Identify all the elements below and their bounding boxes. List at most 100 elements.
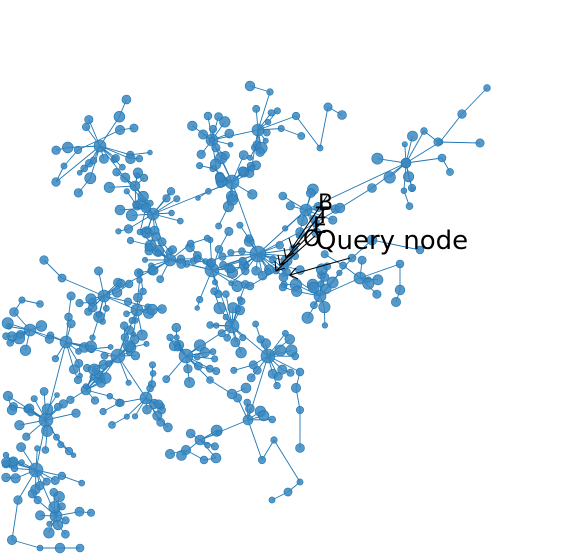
graph-node bbox=[193, 255, 202, 263]
graph-node bbox=[120, 333, 130, 342]
graph-node bbox=[123, 413, 130, 420]
graph-node bbox=[105, 360, 112, 367]
graph-node bbox=[243, 263, 250, 270]
graph-node bbox=[132, 167, 143, 178]
graph-node bbox=[213, 322, 220, 329]
graph-node bbox=[264, 268, 272, 276]
graph-node bbox=[103, 181, 115, 193]
graph-node bbox=[111, 154, 120, 163]
graph-node bbox=[196, 149, 206, 159]
graph-node bbox=[205, 188, 212, 195]
graph-node bbox=[400, 187, 408, 194]
graph-edge bbox=[55, 145, 101, 183]
graph-node bbox=[291, 285, 303, 297]
graph-node bbox=[283, 487, 293, 497]
graph-node bbox=[9, 307, 19, 317]
graph-node bbox=[248, 164, 256, 172]
graph-node bbox=[295, 367, 305, 377]
graph-node bbox=[137, 190, 149, 203]
graph-node bbox=[35, 510, 46, 521]
graph-node bbox=[247, 154, 253, 161]
graph-node bbox=[301, 311, 314, 324]
graph-node bbox=[163, 253, 177, 267]
graph-node bbox=[196, 296, 204, 304]
graph-node bbox=[136, 329, 148, 341]
graph-node bbox=[87, 508, 96, 517]
graph-node bbox=[407, 130, 418, 142]
graph-node bbox=[1, 457, 11, 468]
graph-node bbox=[307, 281, 320, 294]
graph-node bbox=[157, 304, 167, 314]
graph-node bbox=[407, 183, 417, 193]
graph-node bbox=[260, 348, 276, 364]
graph-node bbox=[224, 128, 235, 139]
graph-node bbox=[85, 340, 97, 353]
arrow-o bbox=[275, 235, 316, 272]
graph-node bbox=[400, 157, 412, 169]
graph-node bbox=[19, 344, 32, 356]
graph-node bbox=[275, 241, 284, 250]
graph-node bbox=[129, 180, 141, 192]
graph-node bbox=[99, 153, 109, 164]
graph-node bbox=[128, 316, 136, 324]
graph-node bbox=[74, 506, 85, 517]
graph-node bbox=[194, 361, 203, 371]
graph-node bbox=[162, 375, 171, 384]
graph-node bbox=[90, 396, 100, 405]
graph-node bbox=[84, 115, 94, 125]
graph-node bbox=[273, 381, 281, 390]
graph-node bbox=[183, 364, 193, 374]
graph-node bbox=[166, 187, 176, 196]
graph-node bbox=[139, 391, 153, 405]
label-e: E bbox=[313, 214, 327, 239]
graph-node bbox=[220, 150, 230, 160]
graph-node bbox=[222, 290, 230, 298]
graph-node bbox=[277, 364, 288, 375]
graph-node bbox=[144, 227, 151, 234]
graph-node bbox=[85, 293, 97, 305]
graph-node bbox=[244, 80, 256, 92]
graph-node bbox=[148, 265, 159, 276]
arrow-query bbox=[289, 257, 351, 276]
graph-node bbox=[277, 125, 285, 133]
graph-node bbox=[206, 376, 214, 384]
graph-node bbox=[433, 137, 443, 147]
graph-node bbox=[334, 202, 346, 214]
graph-node bbox=[112, 168, 121, 177]
graph-edge bbox=[295, 115, 321, 149]
graph-node bbox=[252, 105, 261, 113]
graph-node bbox=[290, 382, 301, 393]
graph-edge bbox=[405, 130, 425, 164]
graph-node bbox=[199, 347, 211, 358]
graph-edge bbox=[437, 141, 481, 144]
graph-node bbox=[236, 221, 244, 229]
graph-node bbox=[71, 408, 81, 418]
graph-edge bbox=[257, 91, 271, 131]
graph-node bbox=[57, 273, 67, 283]
graph-node bbox=[278, 283, 288, 292]
graph-node bbox=[120, 172, 131, 183]
graph-node bbox=[130, 303, 144, 317]
graph-node bbox=[215, 429, 222, 437]
graph-node bbox=[286, 368, 295, 377]
label-t: T bbox=[315, 204, 330, 229]
graph-node bbox=[295, 443, 305, 453]
graph-node bbox=[97, 289, 111, 303]
graph-node bbox=[57, 502, 66, 511]
graph-node bbox=[123, 224, 134, 234]
graph-node bbox=[147, 149, 153, 156]
graph-node bbox=[88, 363, 101, 376]
graph-node bbox=[262, 128, 271, 137]
graph-node bbox=[218, 252, 227, 261]
graph-node bbox=[328, 215, 338, 225]
arrowhead-o bbox=[274, 260, 286, 272]
graph-node bbox=[2, 332, 10, 341]
graph-node bbox=[157, 237, 167, 247]
graph-node bbox=[50, 475, 60, 485]
graph-node bbox=[41, 424, 54, 437]
graph-node bbox=[66, 291, 76, 301]
graph-node bbox=[139, 287, 147, 296]
arrowhead-query bbox=[289, 267, 299, 280]
graph-node bbox=[64, 447, 74, 456]
graph-node bbox=[140, 173, 149, 182]
